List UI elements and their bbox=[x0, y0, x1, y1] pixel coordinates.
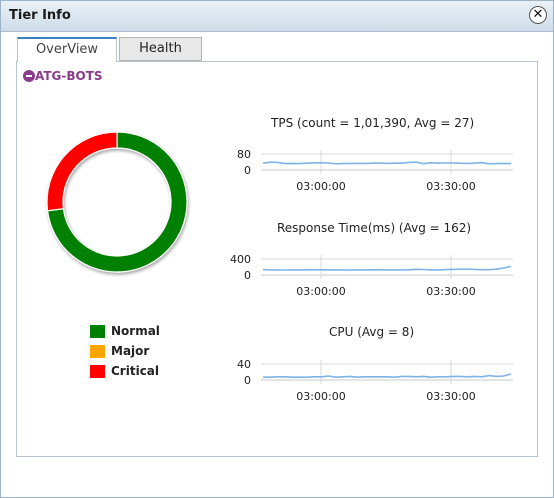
y-tick-label-max: 400 bbox=[230, 253, 251, 266]
overview-panel: ATG-BOTS Normal Major Critical bbox=[16, 61, 538, 457]
donut-segment-normal[interactable] bbox=[46, 131, 188, 273]
y-tick-label-max: 40 bbox=[237, 358, 251, 371]
y-tick-label-min: 0 bbox=[244, 269, 251, 282]
response-time-chart-title: Response Time(ms) (Avg = 162) bbox=[277, 221, 472, 235]
legend-label-major: Major bbox=[111, 344, 150, 358]
cpu-chart: 03:00:00 03:30:00 40 0 bbox=[237, 358, 513, 403]
x-tick-label: 03:00:00 bbox=[296, 180, 345, 193]
y-tick-label-min: 0 bbox=[244, 164, 251, 177]
close-icon[interactable]: ✕ bbox=[529, 6, 547, 24]
response-time-chart: 03:00:00 03:30:00 400 0 bbox=[230, 253, 513, 298]
legend-swatch-normal bbox=[90, 325, 105, 338]
cpu-chart-title: CPU (Avg = 8) bbox=[329, 325, 415, 339]
legend-label-critical: Critical bbox=[111, 364, 160, 378]
tier-name: ATG-BOTS bbox=[35, 69, 103, 83]
tab-health[interactable]: Health bbox=[119, 37, 202, 61]
x-tick-label: 03:00:00 bbox=[296, 390, 345, 403]
donut-segment-critical[interactable] bbox=[46, 131, 118, 212]
x-tick-label: 03:00:00 bbox=[296, 285, 345, 298]
y-tick-label-min: 0 bbox=[244, 374, 251, 387]
legend-label-normal: Normal bbox=[111, 324, 160, 338]
series-line[interactable] bbox=[262, 265, 512, 271]
window-title: Tier Info bbox=[9, 8, 71, 23]
tps-chart-title: TPS (count = 1,01,390, Avg = 27) bbox=[271, 116, 475, 130]
legend-swatch-major bbox=[90, 345, 105, 358]
y-tick-label-max: 80 bbox=[237, 148, 251, 161]
x-tick-label: 03:30:00 bbox=[426, 390, 475, 403]
title-bar[interactable]: Tier Info ✕ bbox=[1, 1, 553, 32]
series-line[interactable] bbox=[263, 373, 512, 379]
status-donut-chart bbox=[46, 131, 188, 273]
legend-swatch-critical bbox=[90, 365, 105, 378]
x-tick-label: 03:30:00 bbox=[426, 285, 475, 298]
series-line[interactable] bbox=[262, 161, 512, 165]
tps-chart: 03:00:00 03:30:00 80 0 bbox=[237, 148, 513, 193]
collapse-icon[interactable] bbox=[23, 70, 35, 82]
tab-overview[interactable]: OverView bbox=[17, 37, 117, 62]
x-tick-label: 03:30:00 bbox=[426, 180, 475, 193]
